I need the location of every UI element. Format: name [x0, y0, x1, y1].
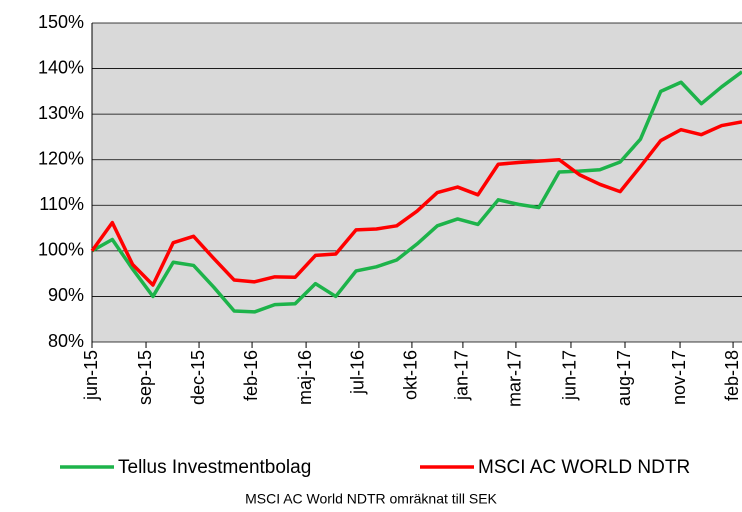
y-tick-label: 150%	[38, 12, 84, 32]
y-tick-label: 120%	[38, 148, 84, 168]
y-tick-label: 100%	[38, 240, 84, 260]
x-tick-label: feb-16	[241, 350, 261, 401]
y-tick-label: 130%	[38, 103, 84, 123]
x-tick-label: jul-16	[348, 350, 368, 395]
legend-label: MSCI AC WORLD NDTR	[478, 457, 690, 478]
x-tick-label: feb-18	[722, 350, 742, 401]
footnote: MSCI AC World NDTR omräknat till SEK	[245, 491, 497, 507]
x-tick-label: jan-17	[452, 350, 472, 401]
x-tick-label: maj-16	[295, 350, 315, 405]
series-line	[91, 70, 742, 314]
x-tick-label: okt-16	[401, 350, 421, 400]
x-tick-label: aug-17	[614, 350, 634, 406]
x-tick-label: nov-17	[669, 350, 689, 405]
plot-area	[92, 23, 742, 342]
x-tick-label: sep-15	[135, 350, 155, 405]
y-tick-label: 80%	[48, 331, 84, 351]
x-tick-label: mar-17	[505, 350, 525, 407]
x-tick-label: jun-17	[560, 350, 580, 401]
x-tick-label: jun-15	[81, 350, 101, 401]
series-line	[90, 120, 742, 287]
legend-label: Tellus Investmentbolag	[118, 457, 311, 478]
y-tick-label: 110%	[39, 194, 84, 214]
y-tick-label: 140%	[38, 57, 84, 77]
x-tick-label: dec-15	[188, 350, 208, 405]
y-tick-label: 90%	[48, 285, 84, 305]
